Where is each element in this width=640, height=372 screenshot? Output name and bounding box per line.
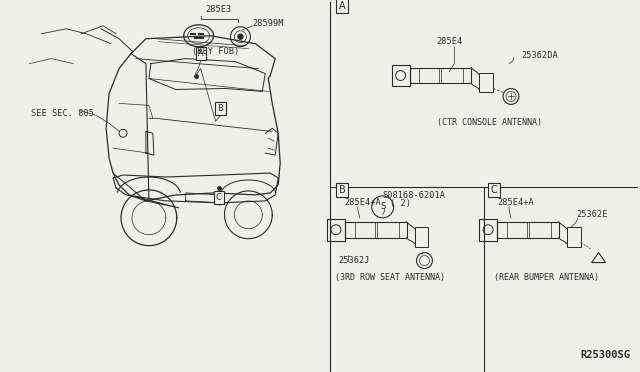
Bar [479, 73, 493, 93]
Text: B: B [339, 185, 345, 195]
Text: 285E4+A: 285E4+A [497, 198, 534, 207]
Bar [392, 65, 410, 86]
Text: S08168-6201A: S08168-6201A [383, 191, 445, 200]
Bar [377, 222, 399, 238]
Bar [415, 227, 428, 247]
Bar [479, 219, 497, 241]
Text: A: A [339, 1, 345, 11]
Bar [567, 227, 580, 247]
Text: 25362DA: 25362DA [521, 51, 557, 60]
Text: S: S [380, 202, 385, 211]
Text: (3RD ROW SEAT ANTENNA): (3RD ROW SEAT ANTENNA) [335, 273, 445, 282]
Bar [355, 222, 374, 238]
Bar [529, 222, 551, 238]
Circle shape [238, 34, 243, 39]
Text: (CTR CONSOLE ANTENNA): (CTR CONSOLE ANTENNA) [436, 118, 541, 127]
Bar [327, 219, 345, 241]
Text: 285E3: 285E3 [205, 5, 232, 14]
Bar [442, 68, 463, 83]
Text: 285E4+A: 285E4+A [345, 198, 381, 207]
Text: A: A [198, 49, 204, 58]
Text: B: B [218, 104, 223, 113]
Text: R25300SG: R25300SG [580, 350, 630, 360]
Text: 25362J: 25362J [338, 256, 369, 264]
Bar [410, 68, 471, 83]
Text: (REAR BUMPER ANTENNA): (REAR BUMPER ANTENNA) [494, 273, 599, 282]
Bar [507, 222, 527, 238]
Text: C: C [491, 185, 497, 195]
Bar [419, 68, 440, 83]
Bar [497, 222, 559, 238]
Text: ( 2): ( 2) [390, 199, 411, 208]
Text: C: C [216, 193, 221, 202]
Text: 28599M: 28599M [252, 19, 284, 28]
Text: 285E4: 285E4 [436, 37, 463, 46]
Bar [345, 222, 406, 238]
Text: 25362E: 25362E [577, 210, 608, 219]
Text: (KEY FOB): (KEY FOB) [192, 46, 239, 56]
Text: SEE SEC. 805: SEE SEC. 805 [31, 109, 95, 118]
